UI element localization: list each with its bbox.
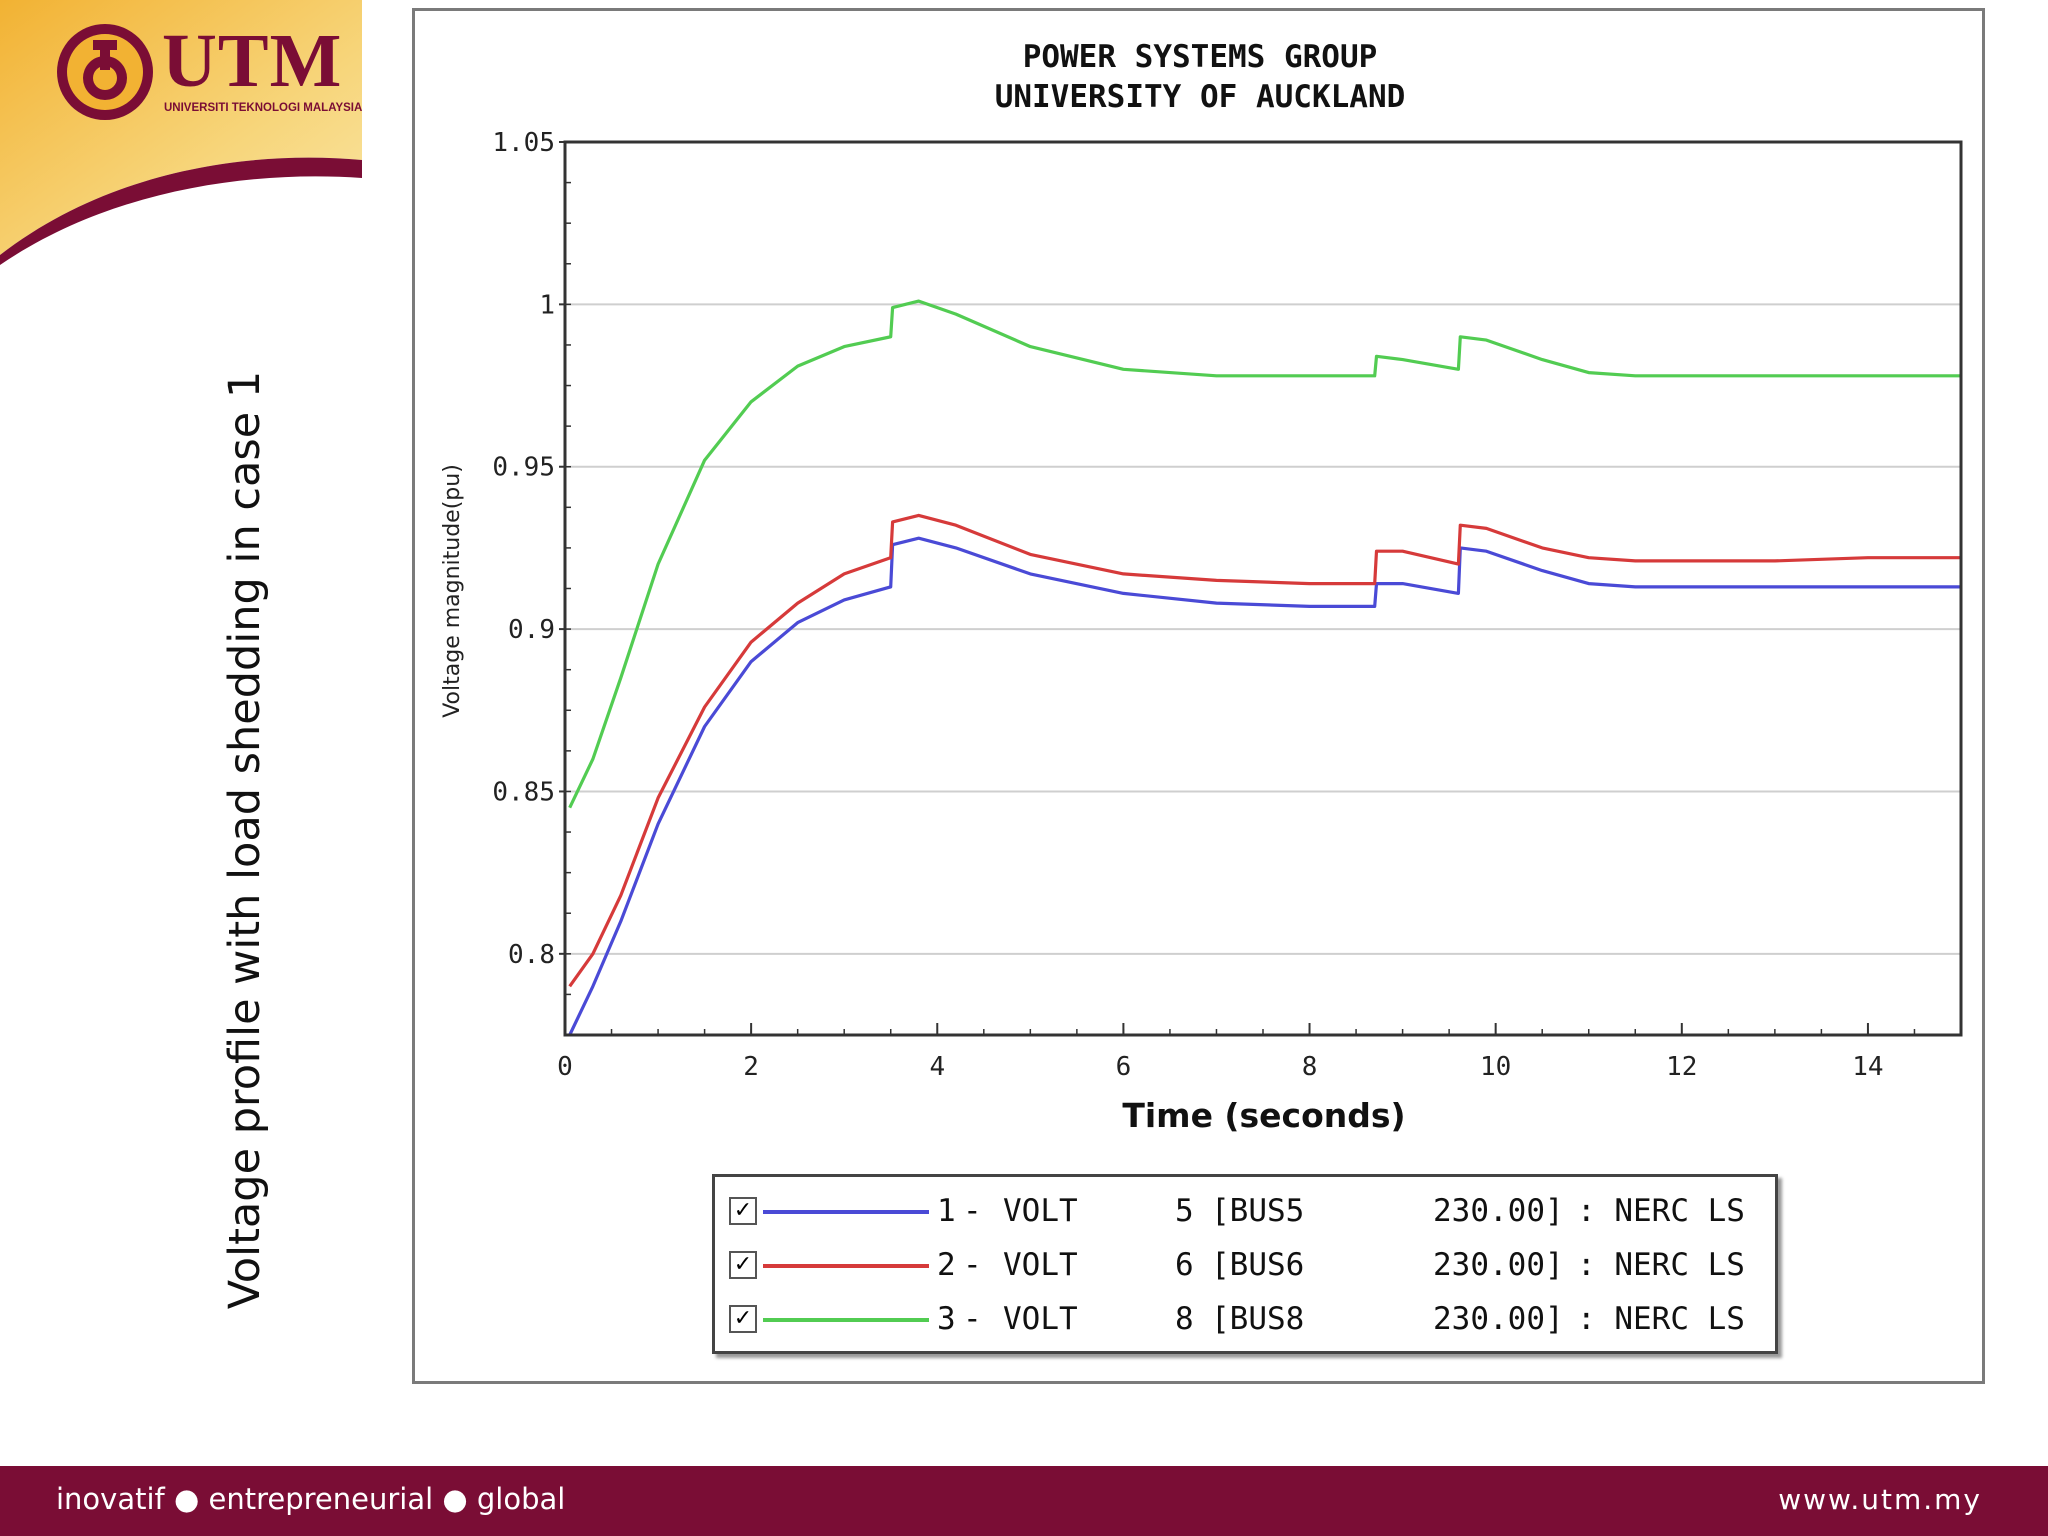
legend-checkbox-1[interactable]: ✓ (729, 1197, 757, 1225)
x-axis-label: Time (seconds) (1122, 1096, 1405, 1135)
y-tick-label: 0.85 (492, 777, 555, 807)
axis-ticks: 0.8 0.85 0.9 0.95 1 1.05 0 2 4 6 8 10 12 14 (492, 128, 1962, 1082)
legend-busname-2: [BUS6 (1211, 1247, 1305, 1283)
legend-swatch-3 (763, 1318, 929, 1322)
legend-swatch-1 (763, 1210, 929, 1214)
legend-bus-3: 8 (1175, 1301, 1194, 1337)
chart-legend: ✓ 1 - VOLT 5 [BUS5 230.00] : NERC LS ✓ 2… (712, 1174, 1778, 1354)
legend-tag-3: : NERC LS (1577, 1301, 1745, 1337)
legend-busname-1: [BUS5 (1211, 1193, 1305, 1229)
legend-swatch-2 (763, 1264, 929, 1268)
series-line-3 (568, 299, 1961, 809)
voltage-chart: POWER SYSTEMS GROUP UNIVERSITY OF AUCKLA… (440, 39, 1963, 1135)
legend-kv-3: 230.00] (1433, 1301, 1564, 1337)
legend-checkbox-2[interactable]: ✓ (729, 1251, 757, 1279)
logo-subtitle: UNIVERSITI TEKNOLOGI MALAYSIA (164, 102, 363, 114)
legend-tag-1: : NERC LS (1577, 1193, 1745, 1229)
crest-icon (57, 24, 153, 120)
x-tick-label: 10 (1480, 1052, 1511, 1082)
footer-website-link[interactable]: www.utm.my (1778, 1483, 1982, 1516)
grid-lines (565, 141, 1961, 955)
x-tick-label: 14 (1852, 1052, 1883, 1082)
y-tick-label: 1.05 (492, 128, 555, 158)
legend-bus-1: 5 (1175, 1193, 1194, 1229)
x-tick-label: 4 (929, 1052, 945, 1082)
chart-frame: POWER SYSTEMS GROUP UNIVERSITY OF AUCKLA… (412, 8, 1985, 1384)
legend-var-3: VOLT (1003, 1301, 1078, 1337)
utm-logo: UTM UNIVERSITI TEKNOLOGI MALAYSIA (0, 0, 370, 265)
x-tick-label: 0 (557, 1052, 573, 1082)
legend-kv-1: 230.00] (1433, 1193, 1564, 1229)
y-axis-label: Voltage magnitude(pu) (440, 464, 465, 718)
logo-wordmark: UTM (162, 19, 343, 103)
y-tick-label: 0.95 (492, 453, 555, 483)
x-tick-label: 12 (1666, 1052, 1697, 1082)
series-lines (568, 299, 1961, 1036)
chart-title: POWER SYSTEMS GROUP (1023, 39, 1378, 75)
series-line-1 (568, 536, 1961, 1036)
y-tick-label: 0.9 (508, 615, 555, 645)
legend-item-3: ✓ 3 - VOLT 8 [BUS8 230.00] : NERC LS (715, 1295, 1775, 1345)
footer-tagline: inovatif ● entrepreneurial ● global (56, 1482, 566, 1516)
slide-title: Voltage profile with load shedding in ca… (220, 370, 270, 1310)
chart-subtitle: UNIVERSITY OF AUCKLAND (995, 79, 1406, 115)
x-tick-label: 2 (743, 1052, 759, 1082)
x-tick-label: 6 (1116, 1052, 1132, 1082)
series-line-2 (568, 513, 1961, 988)
logo-background (0, 0, 362, 265)
y-tick-label: 1 (539, 290, 555, 320)
footer-bar: inovatif ● entrepreneurial ● global www.… (0, 1466, 2048, 1536)
legend-item-2: ✓ 2 - VOLT 6 [BUS6 230.00] : NERC LS (715, 1241, 1775, 1291)
legend-index-3: 3 (937, 1301, 956, 1337)
legend-bus-2: 6 (1175, 1247, 1194, 1283)
legend-index-1: 1 (937, 1193, 956, 1229)
legend-tag-2: : NERC LS (1577, 1247, 1745, 1283)
legend-kv-2: 230.00] (1433, 1247, 1564, 1283)
legend-busname-3: [BUS8 (1211, 1301, 1305, 1337)
legend-item-1: ✓ 1 - VOLT 5 [BUS5 230.00] : NERC LS (715, 1187, 1775, 1237)
legend-checkbox-3[interactable]: ✓ (729, 1305, 757, 1333)
legend-index-2: 2 (937, 1247, 956, 1283)
legend-var-1: VOLT (1003, 1193, 1078, 1229)
legend-var-2: VOLT (1003, 1247, 1078, 1283)
y-tick-label: 0.8 (508, 940, 555, 970)
x-tick-label: 8 (1302, 1052, 1318, 1082)
